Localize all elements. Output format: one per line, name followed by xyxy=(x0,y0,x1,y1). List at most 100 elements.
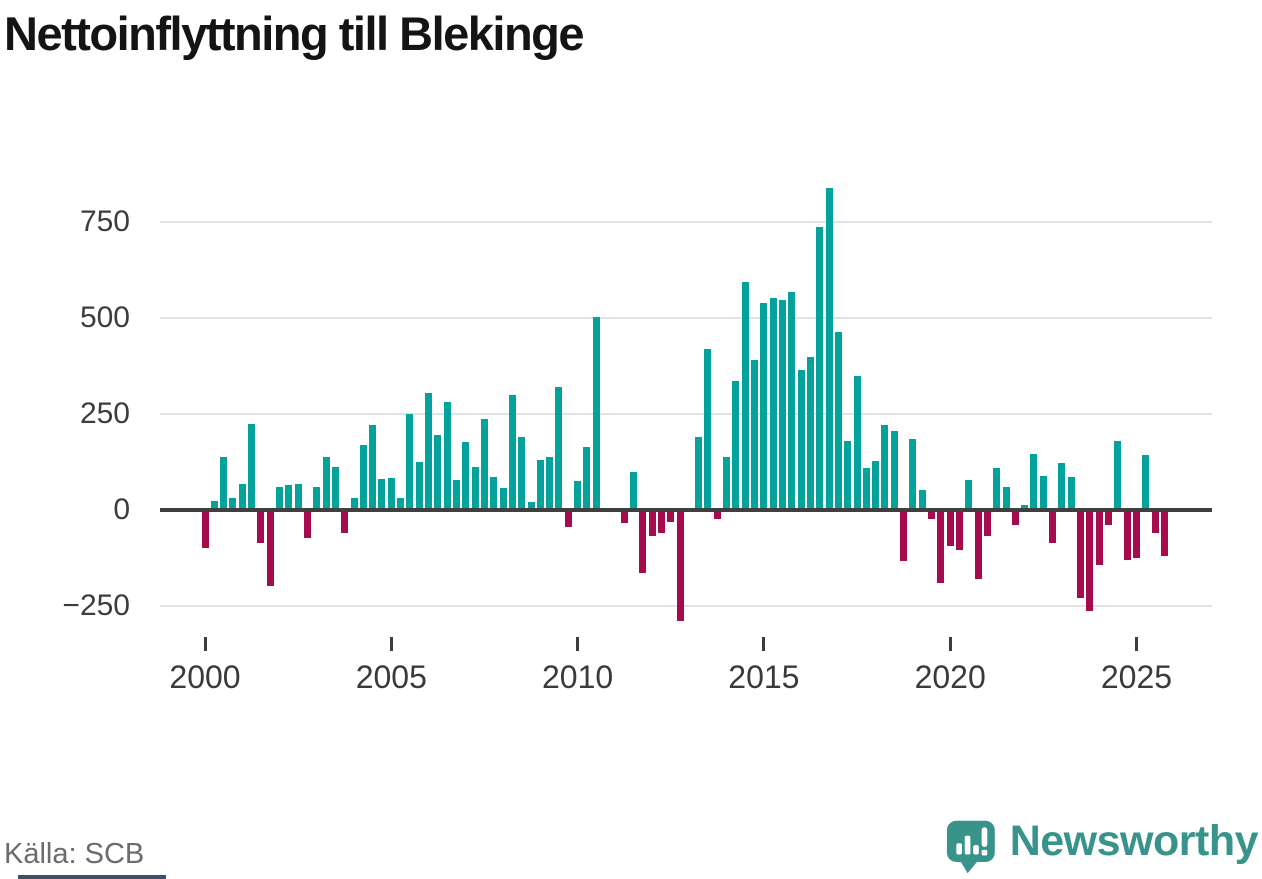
bar[interactable] xyxy=(834,331,842,508)
bar[interactable] xyxy=(1132,512,1140,558)
bar[interactable] xyxy=(518,436,526,508)
bar[interactable] xyxy=(499,488,507,508)
bar[interactable] xyxy=(490,476,498,508)
bar[interactable] xyxy=(285,484,293,508)
bar[interactable] xyxy=(257,512,265,544)
bar[interactable] xyxy=(1067,477,1075,508)
bar[interactable] xyxy=(853,375,861,508)
bar[interactable] xyxy=(657,512,665,534)
bar[interactable] xyxy=(937,512,945,583)
bar[interactable] xyxy=(955,512,963,551)
bar[interactable] xyxy=(322,457,330,508)
bar[interactable] xyxy=(425,392,433,508)
bar[interactable] xyxy=(974,512,982,579)
bar[interactable] xyxy=(471,466,479,508)
bar[interactable] xyxy=(844,441,852,508)
bar[interactable] xyxy=(1123,512,1131,560)
bar[interactable] xyxy=(1105,512,1112,526)
bar[interactable] xyxy=(816,226,824,508)
bar[interactable] xyxy=(564,512,572,527)
bar[interactable] xyxy=(592,317,600,508)
bar[interactable] xyxy=(769,298,777,508)
bar[interactable] xyxy=(751,359,759,508)
bar[interactable] xyxy=(387,478,395,508)
bar[interactable] xyxy=(965,479,973,508)
newsworthy-logo[interactable]: Newsworthy xyxy=(946,818,1259,876)
bar[interactable] xyxy=(695,436,703,508)
bar[interactable] xyxy=(909,439,917,508)
bar[interactable] xyxy=(229,498,237,508)
bar[interactable] xyxy=(248,423,256,508)
bar[interactable] xyxy=(760,303,768,508)
bar[interactable] xyxy=(862,468,870,508)
bar[interactable] xyxy=(778,300,786,508)
bar[interactable] xyxy=(350,498,358,508)
bar[interactable] xyxy=(397,498,405,508)
bar[interactable] xyxy=(201,512,209,549)
bar[interactable] xyxy=(1095,512,1103,565)
bar[interactable] xyxy=(928,512,936,520)
bar[interactable] xyxy=(294,484,302,508)
bar[interactable] xyxy=(1077,512,1085,598)
bar[interactable] xyxy=(983,512,991,536)
bar[interactable] xyxy=(676,512,684,622)
bar[interactable] xyxy=(238,483,246,508)
bar[interactable] xyxy=(555,387,563,508)
bar[interactable] xyxy=(1002,487,1010,508)
bar[interactable] xyxy=(480,418,488,508)
bar[interactable] xyxy=(825,187,833,508)
bar[interactable] xyxy=(1011,512,1019,526)
bar[interactable] xyxy=(1086,512,1094,612)
bar[interactable] xyxy=(462,441,470,508)
bar[interactable] xyxy=(620,512,628,524)
bar[interactable] xyxy=(378,479,386,508)
bar[interactable] xyxy=(276,487,284,508)
bar[interactable] xyxy=(723,456,731,508)
bar[interactable] xyxy=(741,282,749,508)
bar[interactable] xyxy=(872,461,880,508)
bar[interactable] xyxy=(704,349,712,508)
bar[interactable] xyxy=(443,401,451,508)
bar[interactable] xyxy=(536,460,544,508)
bar[interactable] xyxy=(434,435,442,508)
bar[interactable] xyxy=(1142,455,1150,508)
bar[interactable] xyxy=(667,512,675,522)
bar[interactable] xyxy=(452,479,460,508)
bar[interactable] xyxy=(1114,440,1122,508)
bar[interactable] xyxy=(359,445,367,508)
bar[interactable] xyxy=(788,292,796,508)
bar[interactable] xyxy=(303,512,311,538)
bar[interactable] xyxy=(890,431,898,508)
bar[interactable] xyxy=(1058,463,1066,508)
bar[interactable] xyxy=(1030,454,1038,508)
bar[interactable] xyxy=(648,512,656,537)
bar[interactable] xyxy=(918,489,926,508)
bar[interactable] xyxy=(1151,512,1159,533)
bar[interactable] xyxy=(993,468,1001,508)
bar[interactable] xyxy=(266,512,274,587)
bar[interactable] xyxy=(583,446,591,508)
bar[interactable] xyxy=(946,512,954,546)
bar[interactable] xyxy=(797,369,805,508)
bar[interactable] xyxy=(508,394,516,508)
bar[interactable] xyxy=(546,456,554,508)
bar[interactable] xyxy=(881,425,889,508)
bar[interactable] xyxy=(1021,504,1029,508)
bar[interactable] xyxy=(406,413,414,508)
bar[interactable] xyxy=(331,467,339,508)
bar[interactable] xyxy=(574,481,582,508)
bar[interactable] xyxy=(415,461,423,508)
bar[interactable] xyxy=(220,456,228,508)
bar[interactable] xyxy=(210,501,218,508)
bar[interactable] xyxy=(527,501,535,508)
bar[interactable] xyxy=(313,487,321,508)
bar[interactable] xyxy=(1049,512,1057,543)
bar[interactable] xyxy=(341,512,349,533)
bar[interactable] xyxy=(1160,512,1168,556)
bar[interactable] xyxy=(732,380,740,508)
bar[interactable] xyxy=(1039,476,1047,508)
bar[interactable] xyxy=(639,512,647,574)
bar[interactable] xyxy=(806,356,814,508)
bar[interactable] xyxy=(900,512,908,561)
bar[interactable] xyxy=(369,425,377,508)
